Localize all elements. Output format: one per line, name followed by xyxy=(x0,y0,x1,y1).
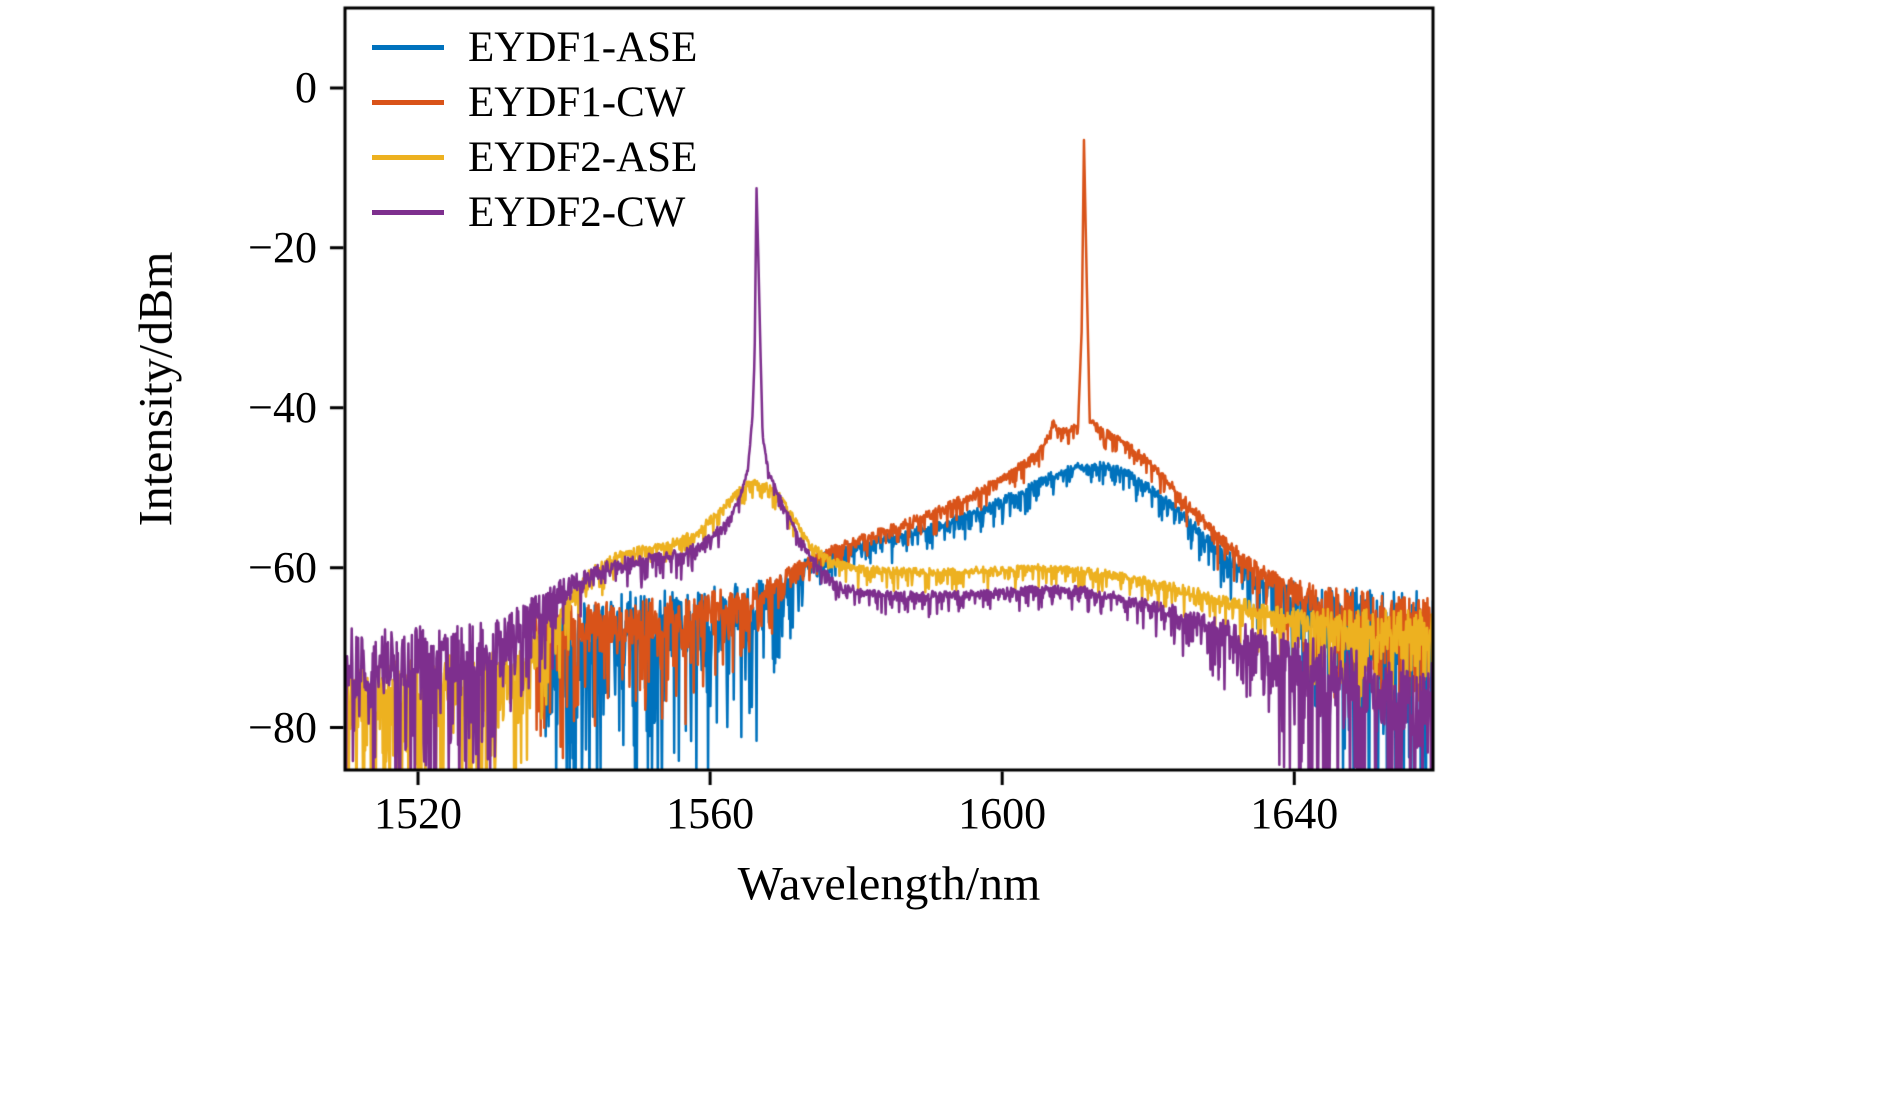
y-tick-label: −80 xyxy=(248,702,317,752)
legend-entry: EYDF2-ASE xyxy=(372,130,697,185)
legend-label: EYDF1-ASE xyxy=(468,24,698,71)
legend-label: EYDF2-CW xyxy=(468,189,686,236)
legend-swatch-eydf2-ase xyxy=(372,155,444,160)
legend-label: EYDF1-CW xyxy=(468,79,686,126)
legend: EYDF1-ASE EYDF1-CW EYDF2-ASE EYDF2-CW xyxy=(372,20,697,240)
legend-label: EYDF2-ASE xyxy=(468,134,698,181)
y-tick-label: −20 xyxy=(248,222,317,272)
y-tick-label: −60 xyxy=(248,542,317,592)
x-tick-label: 1560 xyxy=(666,789,755,838)
legend-entry: EYDF1-ASE xyxy=(372,20,697,75)
y-tick-label: 0 xyxy=(295,62,317,112)
legend-entry: EYDF2-CW xyxy=(372,185,697,240)
legend-entry: EYDF1-CW xyxy=(372,75,697,130)
x-tick-label: 1640 xyxy=(1250,789,1339,838)
x-tick-label: 1520 xyxy=(374,789,463,838)
x-axis-label: Wavelength/nm xyxy=(737,857,1041,911)
x-tick-label: 1600 xyxy=(958,789,1047,838)
legend-swatch-eydf1-ase xyxy=(372,45,444,50)
legend-swatch-eydf1-cw xyxy=(372,100,444,105)
y-tick-label: −40 xyxy=(248,382,317,432)
legend-swatch-eydf2-cw xyxy=(372,210,444,215)
